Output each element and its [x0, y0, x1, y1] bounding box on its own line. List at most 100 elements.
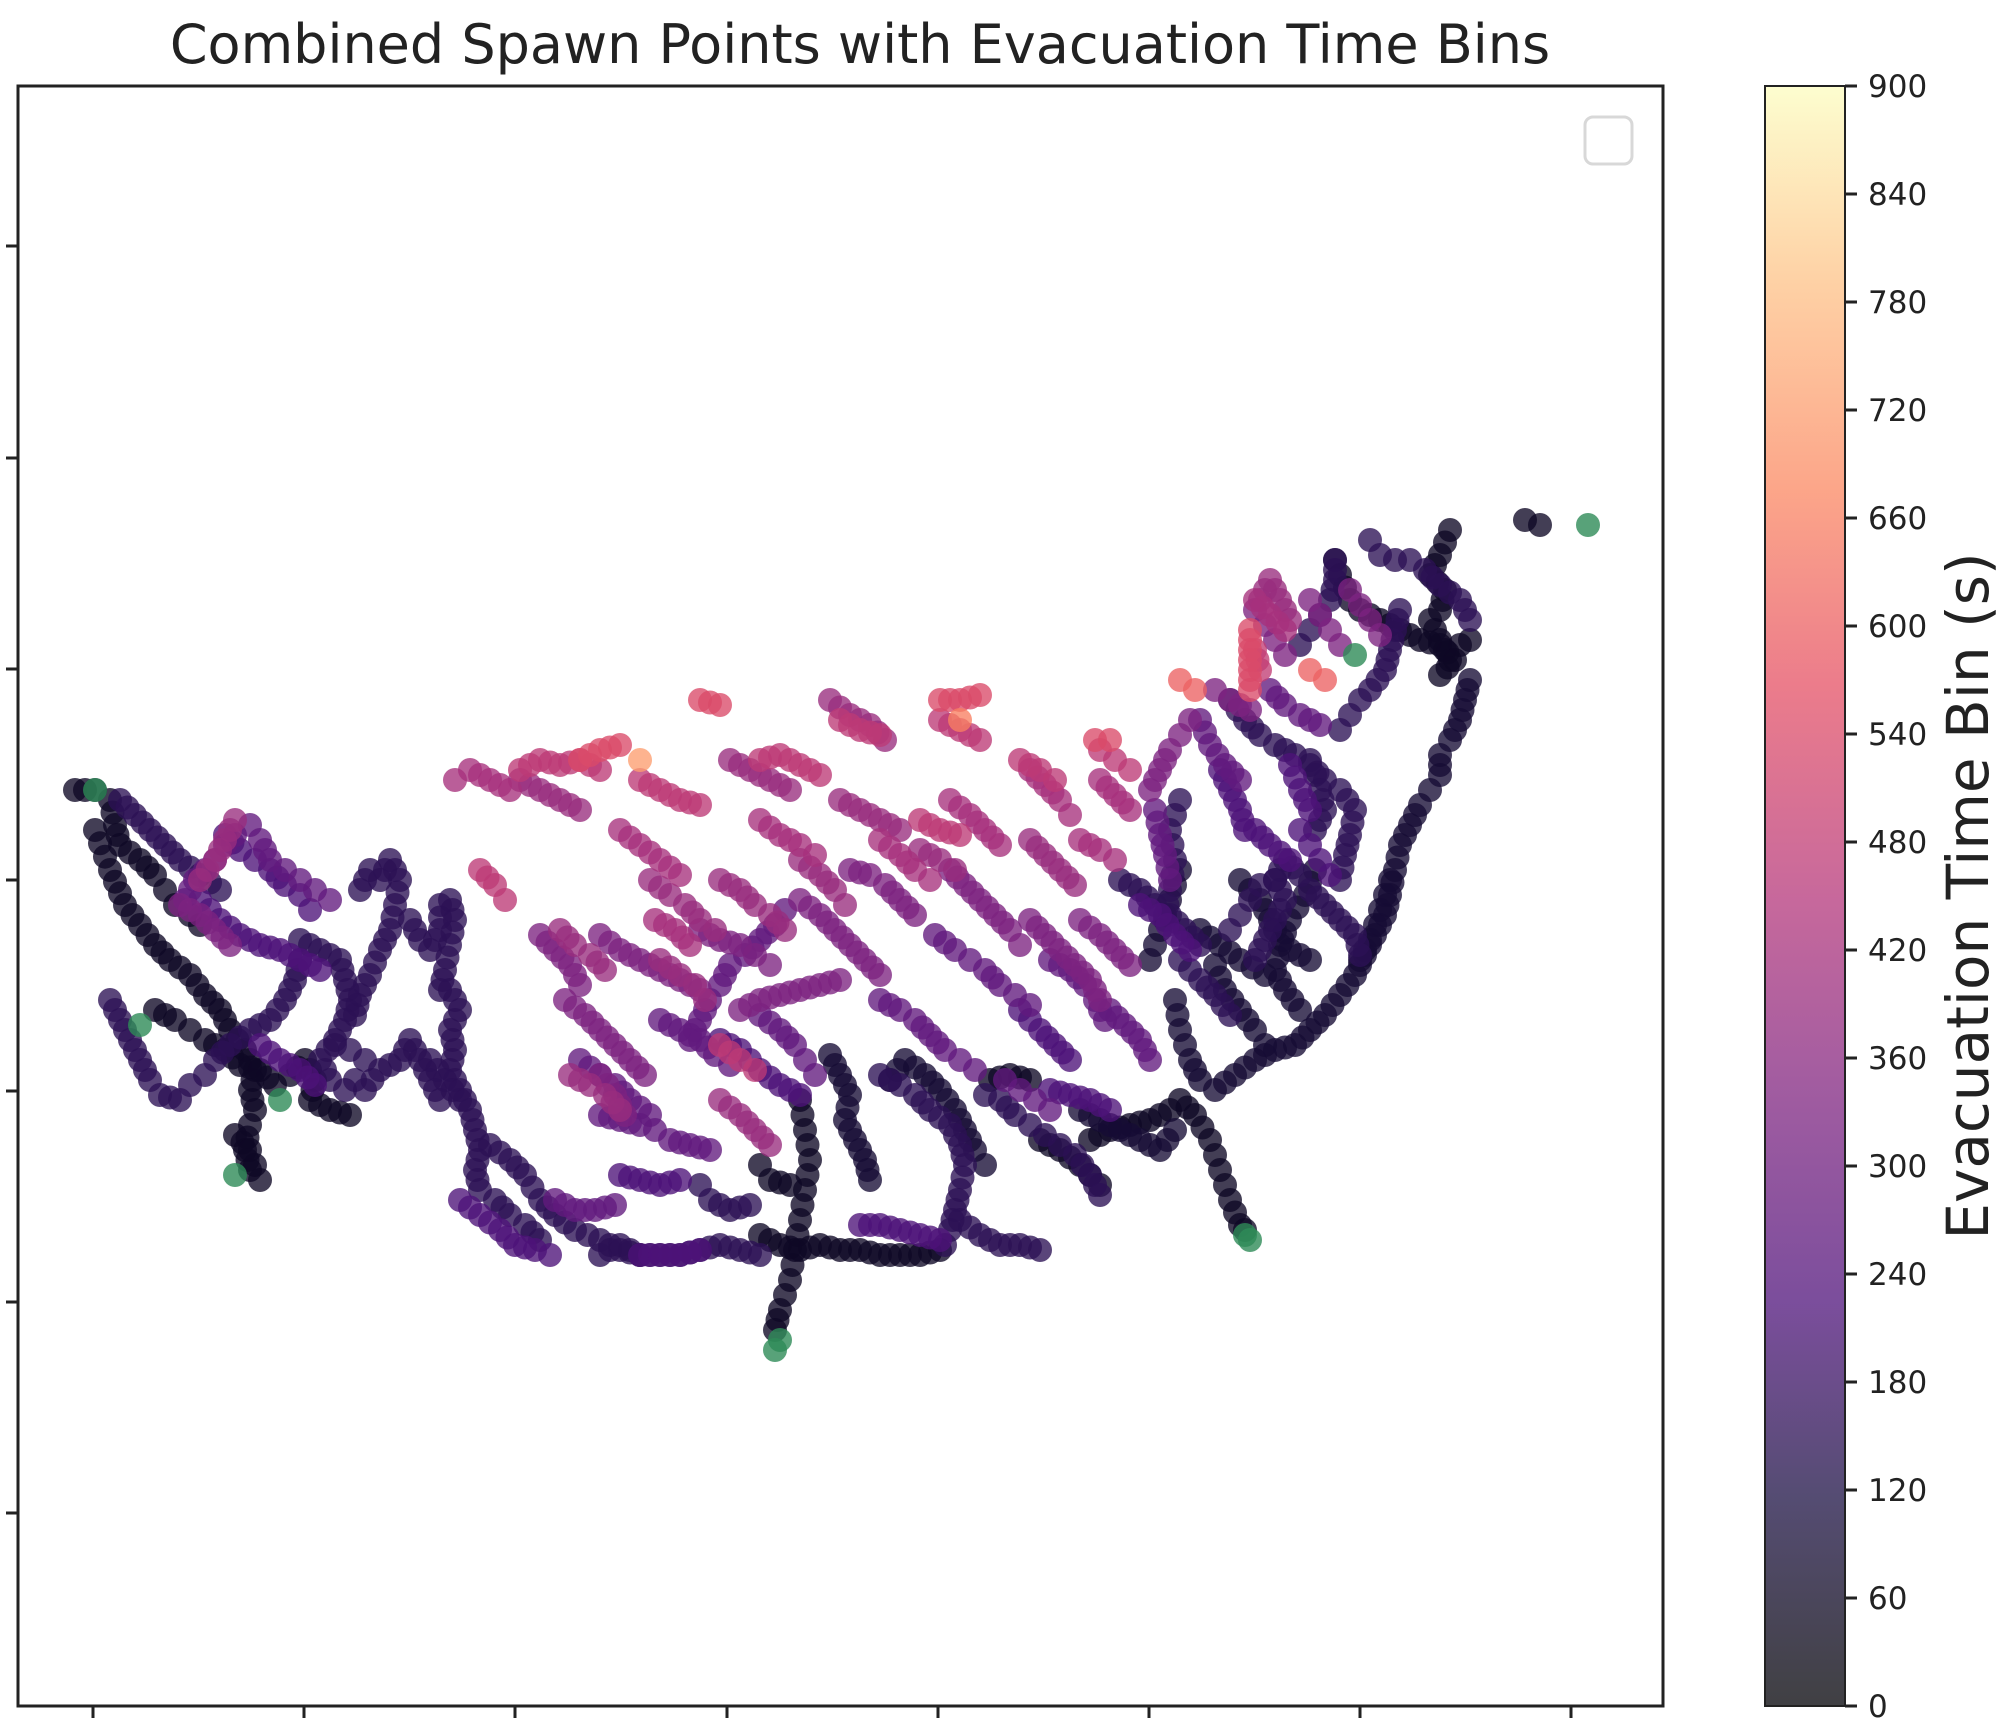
- exit-point: [268, 1088, 292, 1112]
- spawn-point: [1243, 948, 1267, 972]
- spawn-point: [678, 933, 702, 957]
- spawn-point: [903, 903, 927, 927]
- spawn-point: [1288, 998, 1312, 1022]
- spawn-point: [1058, 803, 1082, 827]
- spawn-point: [1458, 608, 1482, 632]
- spawn-point: [1103, 848, 1127, 872]
- colorbar-tick-label: 60: [1868, 1581, 1907, 1617]
- spawn-point: [668, 1168, 692, 1192]
- spawn-point: [1163, 1118, 1187, 1142]
- exit-point: [223, 1163, 247, 1187]
- spawn-point: [1273, 618, 1297, 642]
- spawn-point: [1138, 1048, 1162, 1072]
- spawn-point: [1098, 728, 1122, 752]
- exit-point: [768, 1328, 792, 1352]
- spawn-point: [743, 1058, 767, 1082]
- colorbar-tick-label: 840: [1868, 177, 1927, 213]
- spawn-point: [1178, 938, 1202, 962]
- spawn-point: [833, 893, 857, 917]
- spawn-point: [803, 843, 827, 867]
- spawn-point: [1328, 718, 1352, 742]
- spawn-point: [1063, 873, 1087, 897]
- spawn-point: [1528, 513, 1552, 537]
- spawn-point: [1313, 668, 1337, 692]
- colorbar-tick-label: 300: [1868, 1149, 1927, 1185]
- spawn-point: [338, 1103, 362, 1127]
- spawn-point: [1118, 758, 1142, 782]
- spawn-point: [223, 808, 247, 832]
- spawn-point: [298, 898, 322, 922]
- spawn-point: [1183, 678, 1207, 702]
- y-axis-ticks: [6, 244, 18, 1515]
- spawn-point: [668, 863, 692, 887]
- exit-point: [1576, 513, 1600, 537]
- colorbar-tick-label: 360: [1868, 1041, 1927, 1077]
- chart-title: Combined Spawn Points with Evacuation Ti…: [170, 13, 1550, 76]
- spawn-point: [1238, 698, 1262, 722]
- spawn-point: [603, 1193, 627, 1217]
- spawn-point: [688, 1238, 712, 1262]
- spawn-point: [858, 1168, 882, 1192]
- spawn-point: [493, 888, 517, 912]
- spawn-point: [788, 1083, 812, 1107]
- exit-point: [128, 1013, 152, 1037]
- spawn-point: [1298, 798, 1322, 822]
- spawn-point: [1218, 1003, 1242, 1027]
- spawn-point: [1058, 1048, 1082, 1072]
- spawn-point: [303, 1073, 327, 1097]
- spawn-point: [343, 1003, 367, 1027]
- spawn-point: [608, 733, 632, 757]
- colorbar-tick-label: 240: [1868, 1257, 1927, 1293]
- colorbar-tick-label: 720: [1868, 393, 1927, 429]
- spawn-point: [1368, 623, 1392, 647]
- spawn-point: [693, 988, 717, 1012]
- spawn-point: [708, 693, 732, 717]
- spawn-point: [778, 1173, 802, 1197]
- spawn-point: [633, 1063, 657, 1087]
- scatter-points: [63, 508, 1600, 1362]
- spawn-point: [1028, 1238, 1052, 1262]
- spawn-point: [593, 958, 617, 982]
- exit-point: [83, 778, 107, 802]
- spawn-point: [808, 763, 832, 787]
- spawn-point: [1428, 663, 1452, 687]
- spawn-point: [1118, 953, 1142, 977]
- spawn-point: [973, 1153, 997, 1177]
- spawn-point: [218, 933, 242, 957]
- colorbar-ticks: 0 60 120 180 240 300 360 420 480 540 600 660 720 780 8…: [1845, 69, 1927, 1718]
- spawn-point: [1088, 988, 1112, 1012]
- x-axis-ticks: [91, 1706, 1573, 1718]
- spawn-point: [943, 858, 967, 882]
- spawn-point: [638, 1103, 662, 1127]
- spawn-point: [1308, 713, 1332, 737]
- spawn-point: [353, 1048, 377, 1072]
- spawn-point: [698, 1138, 722, 1162]
- spawn-point: [828, 968, 852, 992]
- legend-box: [1583, 115, 1634, 166]
- spawn-point: [1238, 678, 1262, 702]
- spawn-point: [968, 683, 992, 707]
- colorbar-tick-label: 180: [1868, 1365, 1927, 1401]
- spawn-point: [1178, 708, 1202, 732]
- exit-point: [1238, 1228, 1262, 1252]
- colorbar: 0 60 120 180 240 300 360 420 480 540 600 660 720 780 8…: [1764, 69, 2002, 1718]
- spawn-point: [1098, 1098, 1122, 1122]
- spawn-point: [778, 778, 802, 802]
- spawn-point: [1278, 848, 1302, 872]
- spawn-point: [963, 1058, 987, 1082]
- spawn-point: [758, 1133, 782, 1157]
- spawn-point: [1118, 798, 1142, 822]
- plot-area: [6, 84, 1665, 1718]
- spawn-point: [498, 778, 522, 802]
- spawn-point: [1138, 948, 1162, 972]
- spawn-point: [448, 1088, 472, 1112]
- spawn-point: [773, 918, 797, 942]
- spawn-point: [1018, 993, 1042, 1017]
- spawn-point: [568, 973, 592, 997]
- colorbar-tick-label: 600: [1868, 609, 1927, 645]
- exit-point: [1343, 643, 1367, 667]
- spawn-point: [688, 793, 712, 817]
- colorbar-tick-label: 900: [1868, 69, 1927, 105]
- spawn-point: [803, 1063, 827, 1087]
- spawn-point: [748, 1243, 772, 1267]
